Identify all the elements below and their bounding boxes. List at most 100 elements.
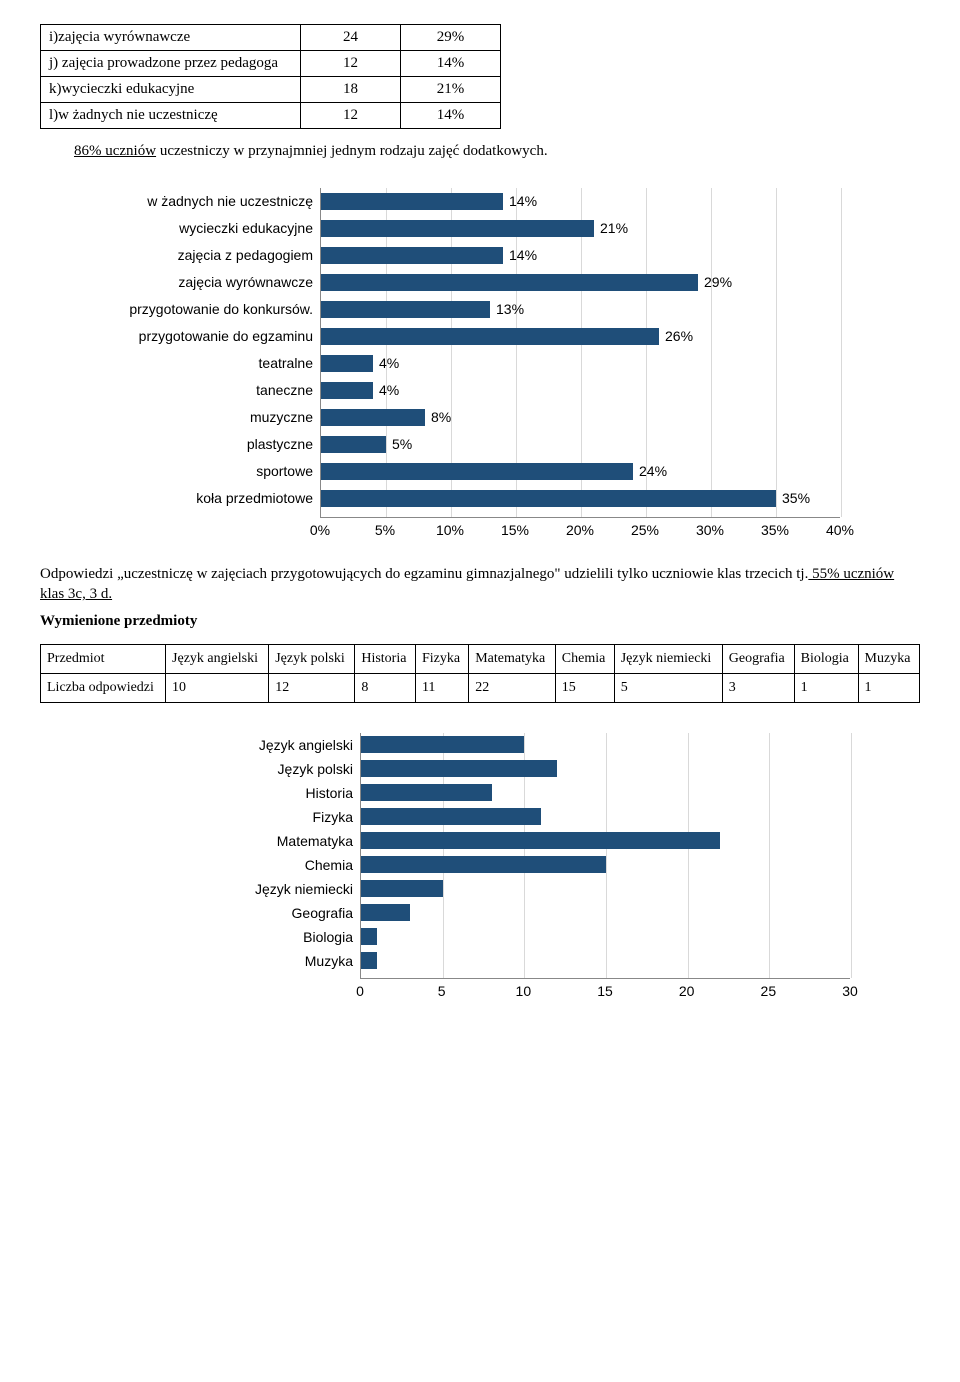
chart-xtick: 0% <box>310 522 330 538</box>
chart-bar <box>361 856 606 873</box>
activities-cell-label: l)w żadnych nie uczestniczę <box>41 103 301 129</box>
subjects-value-cell: 1 <box>858 673 919 702</box>
chart-bar-label: Język angielski <box>141 733 361 757</box>
table-row: l)w żadnych nie uczestniczę1214% <box>41 103 501 129</box>
subjects-header-cell: Przedmiot <box>41 644 166 673</box>
table-row: PrzedmiotJęzyk angielskiJęzyk polskiHist… <box>41 644 920 673</box>
subjects-value-cell: 5 <box>614 673 722 702</box>
subjects-header-cell: Biologia <box>794 644 858 673</box>
chart-bar-label: Język polski <box>141 757 361 781</box>
subjects-value-cell: 11 <box>415 673 468 702</box>
chart-xtick: 5 <box>438 983 446 999</box>
activities-cell-count: 12 <box>301 103 401 129</box>
subjects-header-cell: Geografia <box>722 644 794 673</box>
chart-bar-label: plastyczne <box>101 431 321 458</box>
chart-bar <box>321 274 698 291</box>
answer-paragraph: Odpowiedzi „uczestniczę w zajęciach przy… <box>40 564 920 605</box>
subjects-value-cell: 3 <box>722 673 794 702</box>
subjects-header-cell: Język niemiecki <box>614 644 722 673</box>
chart-bar-value: 21% <box>594 215 628 242</box>
chart-bar-label: Historia <box>141 781 361 805</box>
chart-bar-value: 35% <box>776 485 810 512</box>
subjects-header-cell: Matematyka <box>469 644 556 673</box>
chart-xtick: 25% <box>631 522 659 538</box>
subjects-header-cell: Język polski <box>269 644 355 673</box>
summary-underline: 86% uczniów <box>74 143 156 159</box>
chart-bar-value: 26% <box>659 323 693 350</box>
chart-bar <box>321 490 776 507</box>
activities-cell-pct: 29% <box>401 25 501 51</box>
subjects-value-cell: 12 <box>269 673 355 702</box>
answer-paragraph-lead: Odpowiedzi „uczestniczę w zajęciach przy… <box>40 566 808 582</box>
subjects-value-cell: 22 <box>469 673 556 702</box>
chart-bar-label: przygotowanie do konkursów. <box>101 296 321 323</box>
subjects-value-cell: 10 <box>166 673 269 702</box>
chart-bar-label: sportowe <box>101 458 321 485</box>
subjects-value-cell: 15 <box>555 673 614 702</box>
chart-bar <box>321 463 633 480</box>
chart-bar <box>321 220 594 237</box>
chart-bar-label: koła przedmiotowe <box>101 485 321 512</box>
subjects-header-cell: Fizyka <box>415 644 468 673</box>
subjects-header-cell: Muzyka <box>858 644 919 673</box>
activities-table: i)zajęcia wyrównawcze2429%j) zajęcia pro… <box>40 24 501 129</box>
table-row: j) zajęcia prowadzone przez pedagoga1214… <box>41 51 501 77</box>
chart-bar <box>321 355 373 372</box>
chart-bar-label: przygotowanie do egzaminu <box>101 323 321 350</box>
chart-bar-label: w żadnych nie uczestniczę <box>101 188 321 215</box>
chart-bar-value: 13% <box>490 296 524 323</box>
chart-bar-label: muzyczne <box>101 404 321 431</box>
chart-xtick: 10 <box>516 983 532 999</box>
chart-bar <box>361 808 541 825</box>
chart-bar <box>361 952 377 969</box>
chart-bar-value: 29% <box>698 269 732 296</box>
activities-cell-pct: 21% <box>401 77 501 103</box>
chart-bar-value: 8% <box>425 404 451 431</box>
activities-cell-label: i)zajęcia wyrównawcze <box>41 25 301 51</box>
subjects-value-cell: 1 <box>794 673 858 702</box>
chart-bar <box>321 382 373 399</box>
activities-cell-pct: 14% <box>401 103 501 129</box>
chart-bar-label: Język niemiecki <box>141 877 361 901</box>
activities-cell-count: 18 <box>301 77 401 103</box>
chart-xtick: 40% <box>826 522 854 538</box>
chart-xtick: 15% <box>501 522 529 538</box>
chart-xtick: 20 <box>679 983 695 999</box>
chart-bar-value: 14% <box>503 188 537 215</box>
chart-bar <box>321 436 386 453</box>
table-row: Liczba odpowiedzi101281122155311 <box>41 673 920 702</box>
subjects-rowlabel-cell: Liczba odpowiedzi <box>41 673 166 702</box>
chart-bar-label: Chemia <box>141 853 361 877</box>
activities-cell-label: j) zajęcia prowadzone przez pedagoga <box>41 51 301 77</box>
chart-bar-value: 24% <box>633 458 667 485</box>
chart-xtick: 30% <box>696 522 724 538</box>
chart-bar-label: teatralne <box>101 350 321 377</box>
chart-xtick: 30 <box>842 983 858 999</box>
chart-bar-label: Muzyka <box>141 949 361 973</box>
chart-xtick: 5% <box>375 522 395 538</box>
activities-cell-count: 12 <box>301 51 401 77</box>
subjects-header-cell: Język angielski <box>166 644 269 673</box>
chart-xtick: 20% <box>566 522 594 538</box>
chart-bar-label: taneczne <box>101 377 321 404</box>
chart-bar-label: wycieczki edukacyjne <box>101 215 321 242</box>
table-row: k)wycieczki edukacyjne1821% <box>41 77 501 103</box>
chart-xtick: 35% <box>761 522 789 538</box>
chart-bar-value: 4% <box>373 377 399 404</box>
activities-cell-count: 24 <box>301 25 401 51</box>
subjects-value-cell: 8 <box>355 673 416 702</box>
chart-bar-label: Fizyka <box>141 805 361 829</box>
chart-bar <box>321 328 659 345</box>
chart-bar <box>321 409 425 426</box>
chart-bar-value: 5% <box>386 431 412 458</box>
activities-cell-label: k)wycieczki edukacyjne <box>41 77 301 103</box>
activities-cell-pct: 14% <box>401 51 501 77</box>
chart-bar-label: Matematyka <box>141 829 361 853</box>
chart-xtick: 25 <box>761 983 777 999</box>
table-row: i)zajęcia wyrównawcze2429% <box>41 25 501 51</box>
chart-bar <box>361 736 524 753</box>
chart-bar-value: 4% <box>373 350 399 377</box>
chart-bar <box>321 301 490 318</box>
subjects-bar-chart: Język angielskiJęzyk polskiHistoriaFizyk… <box>140 733 850 1003</box>
chart-bar <box>321 193 503 210</box>
